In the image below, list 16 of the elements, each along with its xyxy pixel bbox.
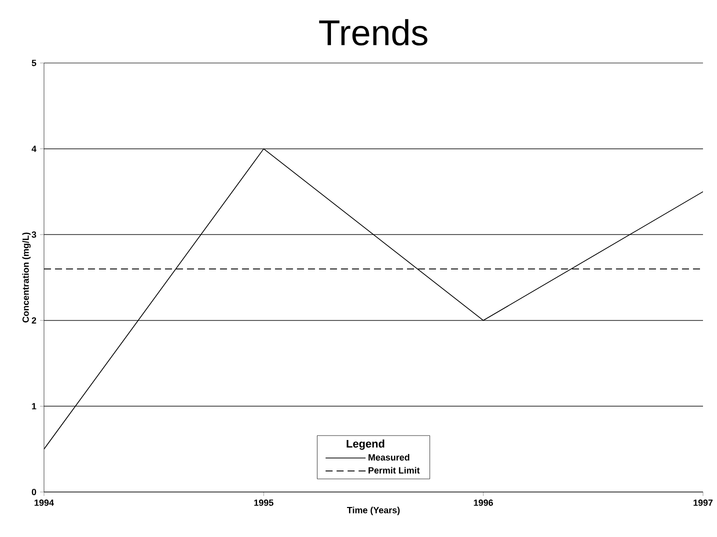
x-tick-label: 1996 [474, 500, 493, 506]
legend-label: Permit Limit [368, 466, 420, 474]
y-tick-label: 5 [32, 60, 36, 66]
x-tick-label: 1995 [254, 500, 274, 506]
y-tick-label: 1 [32, 403, 36, 410]
legend-title: Legend [346, 440, 384, 450]
y-tick-label: 3 [32, 231, 36, 238]
y-tick-label: 2 [32, 317, 36, 324]
y-axis-title: Concentration (mg/L) [22, 232, 31, 322]
x-tick-label: 1997 [694, 500, 713, 506]
chart-title: Trends [319, 19, 428, 46]
legend-label: Measured [368, 454, 410, 461]
x-tick-label: 1994 [34, 500, 54, 506]
y-tick-label: 0 [32, 488, 36, 496]
y-tick-label: 4 [32, 146, 36, 152]
x-axis-title: Time (Years) [347, 506, 400, 516]
